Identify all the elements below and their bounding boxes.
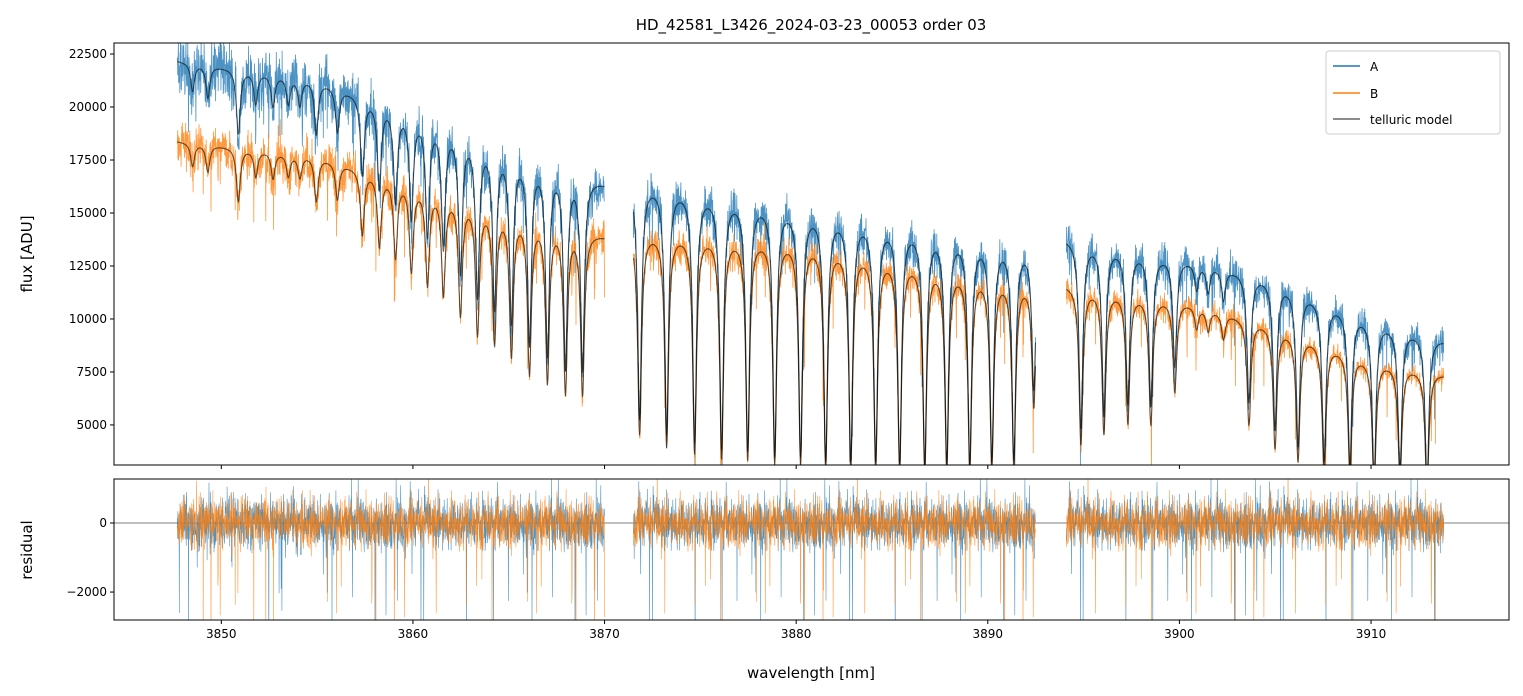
x-tick-label: 3870 [589,627,620,641]
x-tick-label: 3910 [1356,627,1387,641]
y-tick-label: 7500 [76,365,107,379]
residual-series-b [176,479,605,620]
flux-series-b [176,119,605,407]
legend-label-a: A [1370,60,1379,74]
legend-box [1325,50,1501,135]
x-tick-label: 3900 [1164,627,1195,641]
plot-area [176,43,1445,465]
x-tick-label: 3860 [398,627,429,641]
y-tick-label: 20000 [69,100,107,114]
y-tick-label: −2000 [66,585,107,599]
y-tick-label: 12500 [69,259,107,273]
legend-label-model: telluric model [1370,113,1452,127]
y-tick-label: 5000 [76,418,107,432]
telluric-model-b [1066,288,1444,465]
residual-series-b [633,479,1036,620]
flux-series-a [632,172,1036,465]
y-tick-label: 0 [99,516,107,530]
y-tick-label: 10000 [69,312,107,326]
residual-panel: −2000 0 3850 3860 3870 3880 3890 3900 3910 [66,478,1510,641]
axes-frame [113,42,1510,466]
telluric-model-b [632,244,1037,465]
flux-series-a [1066,225,1445,465]
y-tick-label: 15000 [69,206,107,220]
legend: A B telluric model [1325,50,1501,135]
y-tick-label: 17500 [69,153,107,167]
residual-series-b [1066,479,1444,620]
x-axis-label: wavelength [nm] [747,664,875,682]
y-axis-label-residual: residual [18,520,36,579]
plot-area [114,479,1509,620]
residual-series-a [176,479,605,620]
y-tick-label: 22500 [69,47,107,61]
telluric-model-b [177,141,605,397]
axes-frame [113,478,1510,621]
telluric-model-a [177,61,605,373]
telluric-model-a [1066,243,1444,465]
y-axis-label-flux: flux [ADU] [18,215,36,292]
x-tick-label: 3850 [206,627,237,641]
x-tick-label: 3890 [973,627,1004,641]
x-tick-label: 3880 [781,627,812,641]
chart-title: HD_42581_L3426_2024-03-23_00053 order 03 [636,16,987,35]
flux-panel: 5000 7500 10000 12500 15000 17500 20000 22500 [69,42,1510,469]
legend-label-b: B [1370,87,1378,101]
